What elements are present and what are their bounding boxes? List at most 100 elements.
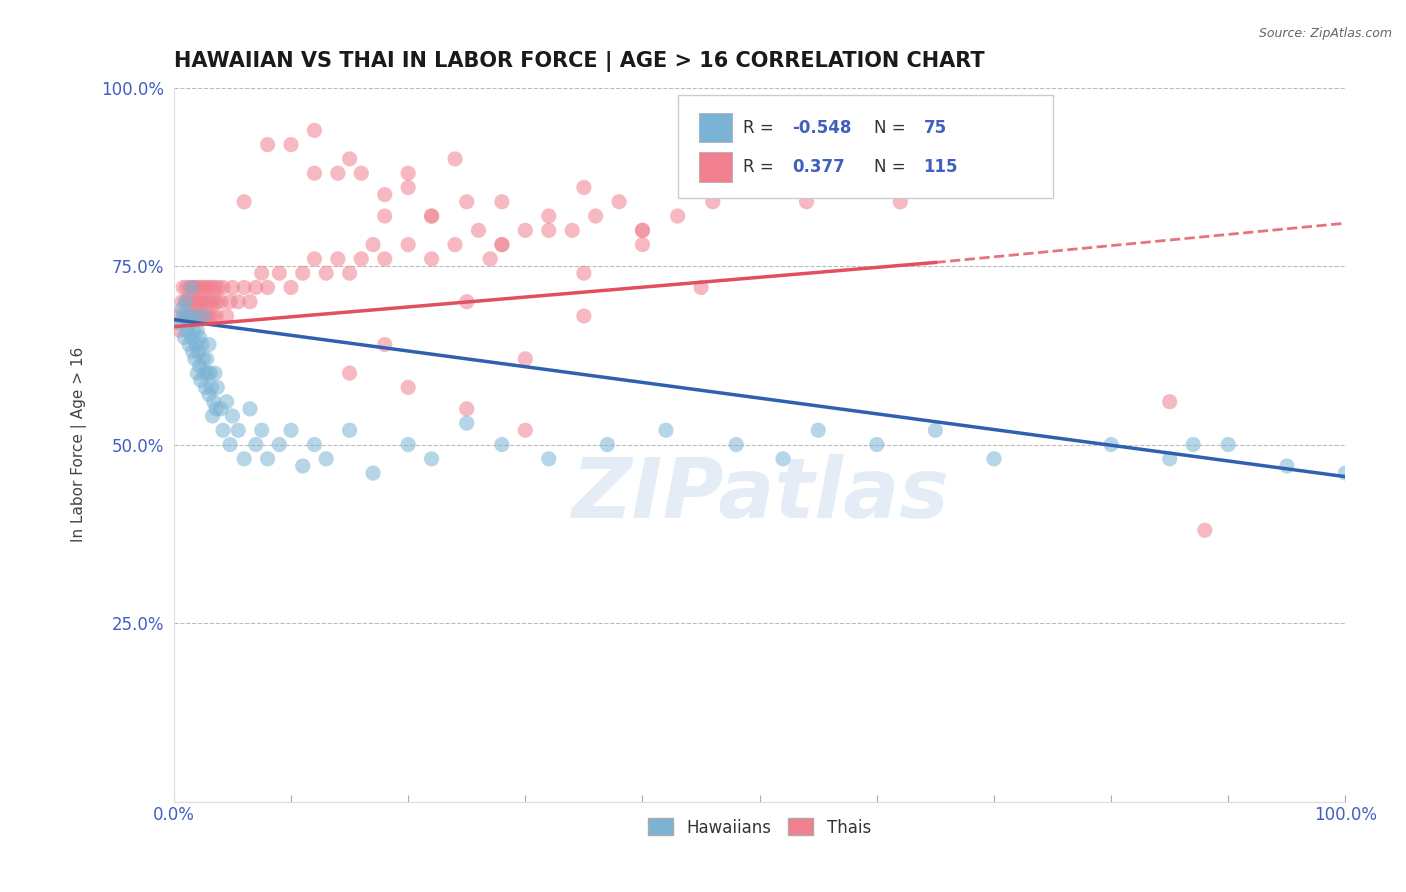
Point (198, 309, 221, 323)
Point (361, 237, 384, 252)
Point (191, 351, 214, 366)
Point (194, 380, 217, 394)
Point (537, 209, 560, 223)
Point (1194, 523, 1216, 537)
Point (725, 437, 748, 451)
Point (202, 394, 225, 409)
Text: R =: R = (744, 119, 779, 136)
Point (194, 280, 217, 294)
Point (315, 451, 337, 466)
Point (280, 280, 302, 294)
Point (631, 223, 654, 237)
Point (169, 316, 191, 330)
Point (190, 309, 212, 323)
Point (191, 309, 214, 323)
Point (201, 309, 224, 323)
Point (631, 237, 654, 252)
Point (183, 309, 205, 323)
Point (396, 237, 419, 252)
Point (215, 309, 238, 323)
Point (191, 280, 214, 294)
Point (420, 451, 443, 466)
Point (181, 344, 204, 359)
Y-axis label: In Labor Force | Age > 16: In Labor Force | Age > 16 (72, 347, 87, 542)
Point (315, 266, 337, 280)
Point (173, 309, 195, 323)
Point (170, 294, 193, 309)
Point (180, 309, 202, 323)
Point (304, 123, 326, 137)
Point (177, 309, 200, 323)
Point (205, 401, 228, 416)
Point (280, 423, 302, 437)
Point (186, 323, 208, 337)
Point (215, 394, 238, 409)
Point (350, 166, 373, 180)
Point (174, 294, 197, 309)
Point (204, 280, 226, 294)
Point (256, 137, 278, 152)
Point (193, 294, 215, 309)
Point (456, 294, 478, 309)
Text: N =: N = (875, 119, 911, 136)
Point (198, 387, 221, 401)
Point (169, 323, 191, 337)
Point (339, 152, 361, 166)
Point (205, 309, 228, 323)
Point (193, 366, 215, 380)
Point (239, 294, 262, 309)
Point (537, 223, 560, 237)
Point (796, 194, 818, 209)
Text: R =: R = (744, 159, 779, 177)
Point (172, 280, 194, 294)
Point (420, 209, 443, 223)
Point (420, 252, 443, 266)
Point (467, 223, 489, 237)
Point (184, 280, 207, 294)
Point (491, 237, 513, 252)
Legend: Hawaiians, Thais: Hawaiians, Thais (641, 812, 877, 843)
Point (186, 366, 208, 380)
Point (219, 437, 242, 451)
Point (188, 359, 211, 373)
Point (304, 166, 326, 180)
Point (444, 237, 467, 252)
Point (748, 180, 770, 194)
Point (191, 309, 214, 323)
Point (702, 194, 724, 209)
Point (585, 209, 607, 223)
Point (170, 301, 193, 316)
Point (561, 223, 583, 237)
Point (396, 180, 419, 194)
Point (176, 280, 198, 294)
Point (207, 280, 229, 294)
Point (176, 323, 198, 337)
Point (172, 309, 194, 323)
Point (233, 451, 256, 466)
Point (250, 423, 273, 437)
Point (245, 437, 267, 451)
Point (180, 280, 202, 294)
Point (177, 309, 200, 323)
Point (198, 366, 221, 380)
Point (166, 309, 188, 323)
Point (226, 294, 249, 309)
Point (187, 309, 209, 323)
Point (1099, 437, 1122, 451)
Point (596, 437, 619, 451)
Point (183, 323, 205, 337)
Text: 75: 75 (924, 119, 946, 136)
Point (198, 294, 221, 309)
Point (212, 423, 235, 437)
Point (655, 423, 678, 437)
Point (607, 194, 630, 209)
Point (1218, 437, 1240, 451)
Point (187, 344, 209, 359)
Point (186, 294, 208, 309)
Point (188, 280, 211, 294)
Point (233, 194, 256, 209)
Point (250, 266, 273, 280)
Point (572, 266, 595, 280)
Point (924, 423, 946, 437)
Point (983, 451, 1005, 466)
